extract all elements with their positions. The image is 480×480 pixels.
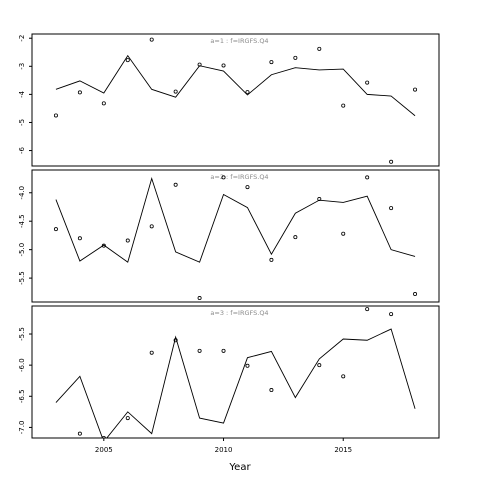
y-tick-label: -7.0 [18,421,26,435]
observed-point [101,243,106,248]
fitted-series-line [55,328,416,438]
observed-point [245,185,250,190]
observed-point [149,224,154,229]
y-tick-label: -5.5 [18,327,26,341]
observed-point [197,62,202,67]
observed-point [317,46,322,51]
observed-point [413,292,418,297]
y-tick-label: -4.0 [18,186,26,200]
observed-point [293,55,298,60]
panel-title: a=1 : f=IRGFS.Q4 [210,37,268,45]
panel-data [53,37,418,164]
panel-frame [31,169,440,303]
y-tick-label: -5 [18,119,26,126]
x-tick-label: 2005 [95,446,113,454]
observed-point [197,348,202,353]
y-tick-label: -6 [18,147,26,155]
observed-point [101,101,106,106]
observed-point [269,60,274,65]
panel-data [55,307,416,438]
observed-point [149,350,154,355]
panel-2: a=2 : f=IRGFS.Q4 -4.0 -4.5 -5.0 -5.5 [18,169,440,303]
panel-frame [31,33,440,167]
observed-point [173,182,178,187]
observed-point [389,206,394,211]
observed-point [269,388,274,393]
panel-3: a=3 : f=IRGFS.Q4 -5.5 -6.0 -6.5 -7.0 [18,305,440,439]
observed-point [365,175,370,180]
panel-data [53,175,418,301]
y-tick-label: -4.5 [18,214,26,228]
observed-point [269,257,274,262]
observed-point [101,436,106,438]
observed-point [245,90,250,95]
observed-point [341,103,346,108]
y-tick-label: -6.0 [18,358,26,372]
y-tick-label: -3 [18,63,26,70]
observed-point [317,363,322,368]
observed-point [389,312,394,317]
observed-point [197,296,202,301]
observed-point [125,58,130,63]
observed-point [77,236,82,241]
x-axis-label: Year [228,462,251,473]
panel-1: a=1 : f=IRGFS.Q4 -2 -3 -4 -5 -6 [18,33,440,167]
observed-point [221,175,226,180]
observed-point [149,37,154,42]
observed-point [173,89,178,94]
panels-layer: a=1 : f=IRGFS.Q4 -2 -3 -4 -5 -6 a=2 : f=IRGFS.… [18,33,440,439]
observed-point [365,307,370,312]
y-tick-label: -6.5 [18,389,26,403]
observed-point [341,374,346,379]
observed-point [293,235,298,240]
observed-point [317,197,322,202]
y-tick-label: -5.0 [18,243,26,257]
fitted-series-line [55,54,416,117]
observed-point [53,227,58,232]
y-tick-label: -5.5 [18,271,26,285]
observed-point [221,348,226,353]
observed-point [173,338,178,343]
observed-point [341,231,346,236]
observed-point [389,159,394,164]
observed-point [245,363,250,368]
observed-point [125,416,130,421]
x-tick-label: 2010 [215,446,233,454]
observed-point [413,87,418,92]
y-tick-label: -4 [18,90,26,98]
observed-point [53,113,58,118]
y-tick-label: -2 [18,35,26,42]
fitted-series-line [55,176,416,263]
observed-point [77,90,82,95]
x-axis: 2005 2010 2015 [95,438,352,454]
observed-point [365,80,370,85]
panel-title: a=2 : f=IRGFS.Q4 [210,173,268,181]
panel-frame [31,305,440,439]
panel-title: a=3 : f=IRGFS.Q4 [210,309,268,317]
x-tick-label: 2015 [334,446,352,454]
observed-point [221,63,226,68]
observed-point [77,431,82,436]
observed-point [125,238,130,243]
